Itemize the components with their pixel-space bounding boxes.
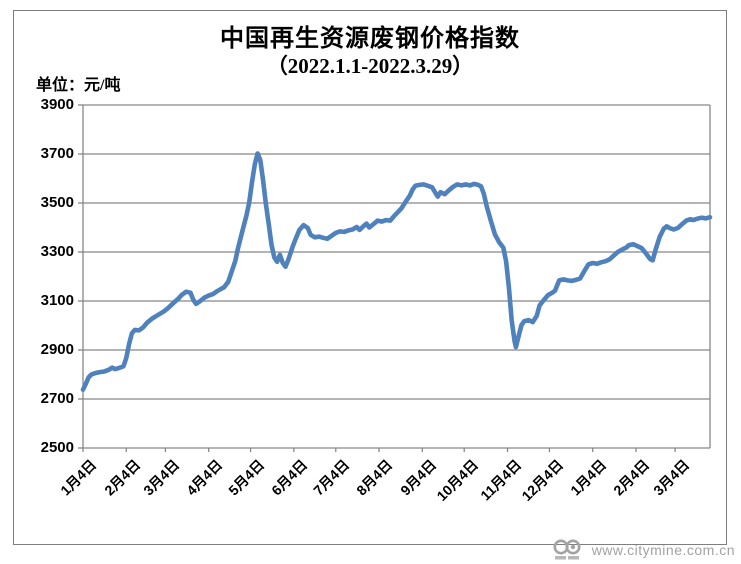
y-axis-label: 3900 (40, 96, 74, 113)
chart-frame (13, 10, 727, 545)
y-axis-label: 2500 (40, 439, 74, 456)
unit-label: 单位：元/吨 (36, 77, 121, 94)
y-axis-label: 2900 (40, 341, 74, 358)
chart-subtitle: （2022.1.1-2022.3.29） (266, 54, 474, 78)
citymine-logo-icon (553, 539, 581, 560)
chart-title: 中国再生资源废钢价格指数 (220, 26, 520, 52)
y-axis-label: 3700 (40, 145, 74, 162)
y-axis-label: 3100 (40, 292, 74, 309)
price-index-line (80, 151, 713, 393)
y-axis-label: 3300 (40, 243, 74, 260)
watermark-url: www.citymine.com.cn (591, 542, 735, 558)
watermark: www.citymine.com.cn (551, 539, 735, 561)
y-axis-label: 3500 (40, 194, 74, 211)
y-axis-label: 2700 (40, 390, 74, 407)
